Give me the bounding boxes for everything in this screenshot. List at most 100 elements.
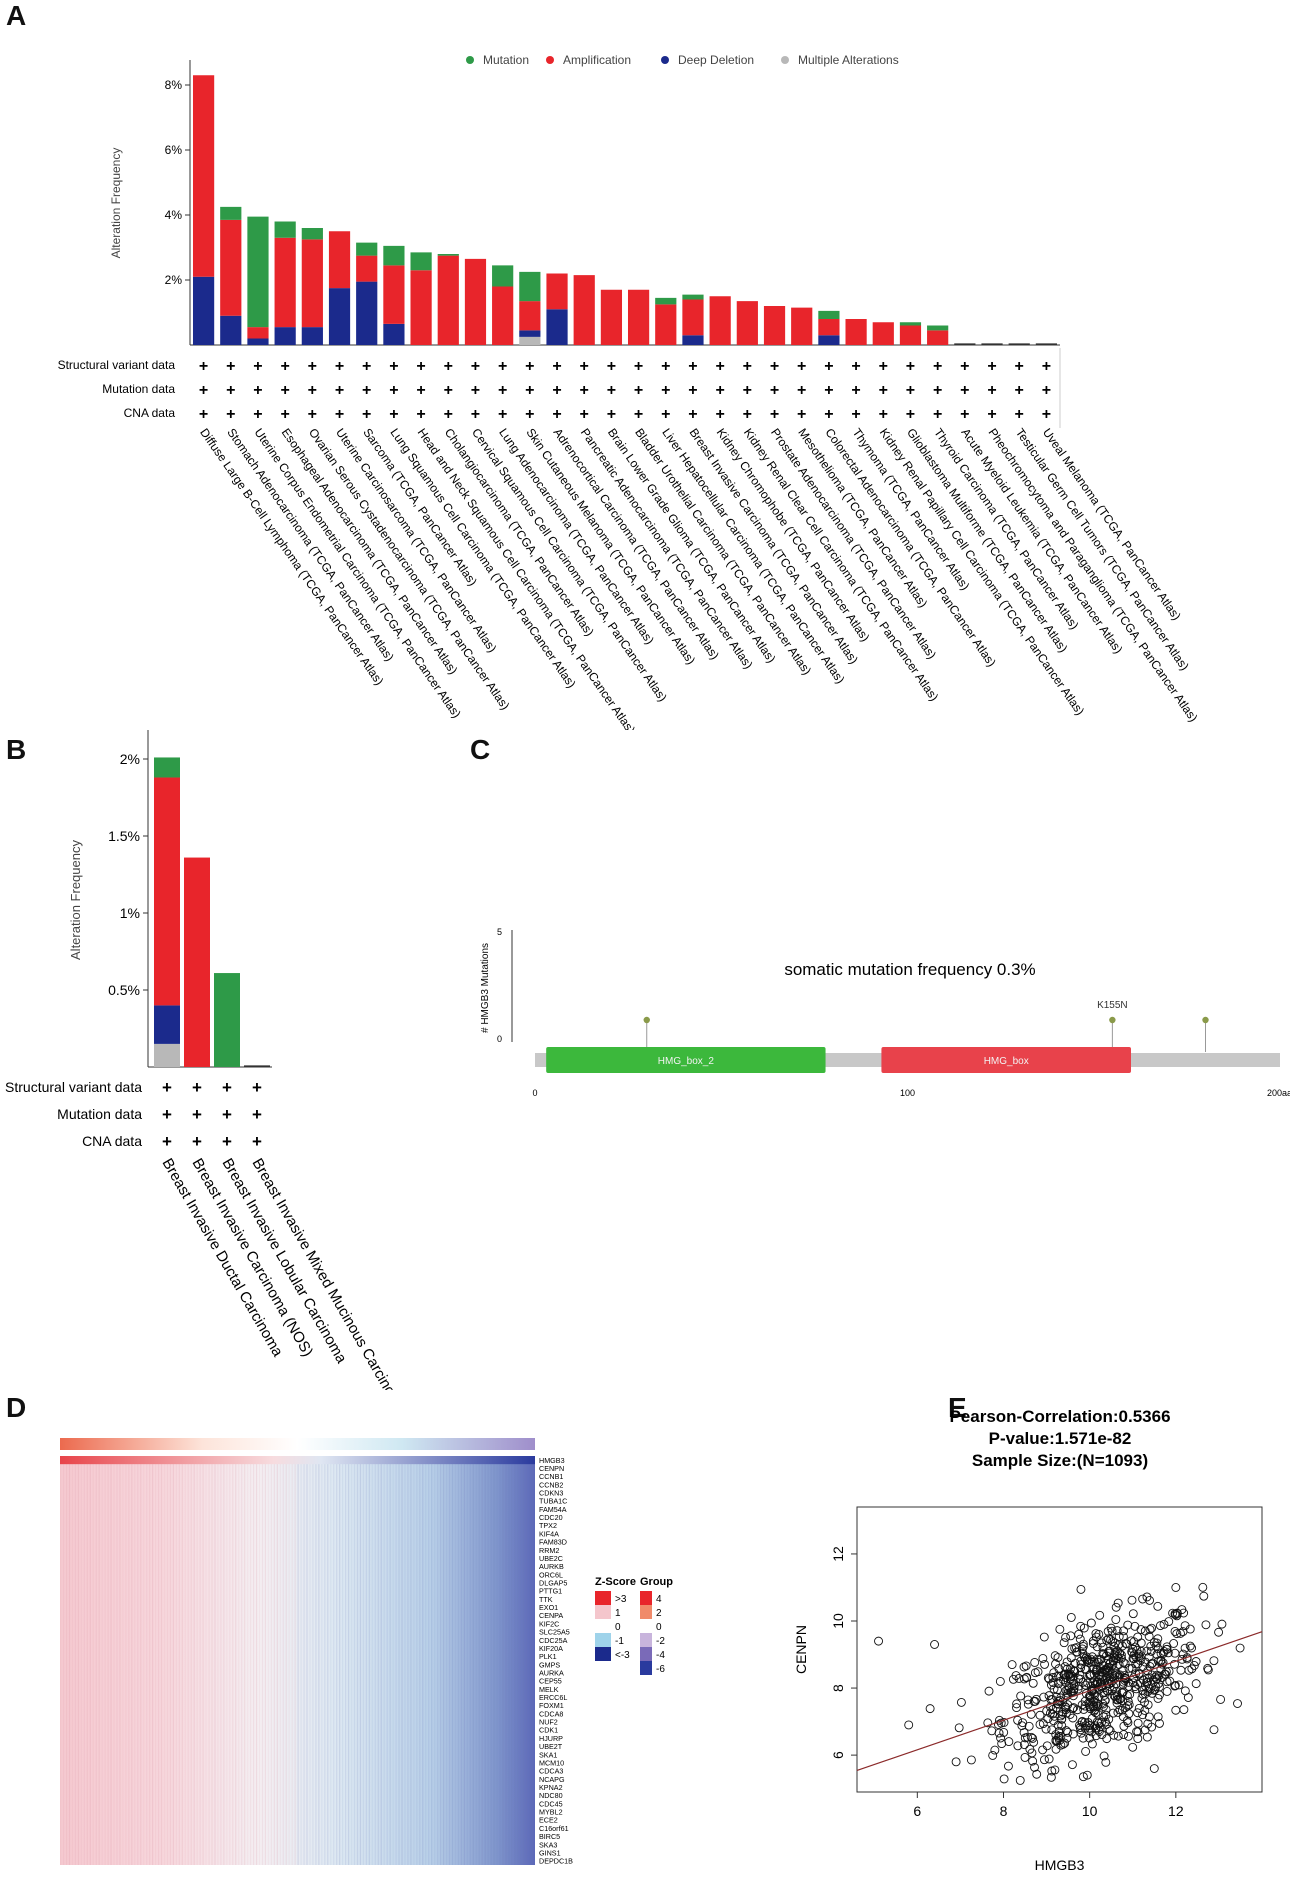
e-point — [1182, 1653, 1192, 1662]
e-point — [1209, 1725, 1219, 1735]
d-heatmap-stripe — [208, 1456, 210, 1865]
c-title: somatic mutation frequency 0.3% — [784, 960, 1035, 979]
e-point — [1064, 1683, 1074, 1693]
e-point — [1171, 1583, 1181, 1592]
e-point — [999, 1774, 1009, 1784]
e-point — [1235, 1643, 1245, 1653]
d-heatmap-stripe — [149, 1456, 151, 1865]
e-point — [1177, 1605, 1187, 1615]
d-group-annotation-bar — [60, 1438, 535, 1450]
d-heatmap-stripe — [291, 1456, 293, 1865]
e-point — [1099, 1649, 1109, 1659]
d-heatmap-stripe — [199, 1456, 201, 1865]
e-point — [1107, 1626, 1117, 1636]
c-lollipop-head — [1202, 1016, 1209, 1024]
a-track-plus: + — [797, 358, 806, 375]
d-heatmap-stripe — [152, 1456, 154, 1865]
e-point — [987, 1726, 997, 1736]
e-point — [1082, 1770, 1092, 1780]
d-heatmap-stripe — [258, 1456, 261, 1865]
b-track-plus: + — [222, 1105, 232, 1124]
d-gene-label: SKA1 — [539, 1750, 557, 1759]
e-point — [1085, 1693, 1095, 1703]
d-heatmap-stripe — [146, 1456, 148, 1865]
e-point — [1026, 1732, 1036, 1742]
e-point — [1015, 1775, 1025, 1785]
a-track-plus: + — [661, 406, 670, 423]
a-track-plus: + — [770, 382, 779, 399]
e-point — [1090, 1676, 1099, 1686]
b-category-label: Breast Invasive Carcinoma (NOS) — [189, 1156, 317, 1360]
a-bar-amplification — [220, 219, 242, 316]
a-bar-deep_deletion — [301, 327, 323, 345]
e-point — [1187, 1643, 1197, 1653]
d-heatmap-stripe — [318, 1456, 320, 1865]
e-point — [1061, 1669, 1071, 1679]
a-track-plus: + — [607, 382, 616, 399]
d-heatmap-stripe — [463, 1456, 465, 1865]
a-track-plus: + — [280, 358, 289, 375]
d-heatmap-stripe — [77, 1456, 80, 1865]
d-heatmap-stripe — [345, 1456, 347, 1865]
d-heatmap-stripe — [392, 1456, 394, 1865]
a-bar-deep_deletion — [247, 338, 269, 345]
d-heatmap-stripe — [250, 1456, 252, 1865]
e-point — [956, 1697, 966, 1707]
e-point — [1169, 1639, 1179, 1648]
d-gene-label: CDC45 — [539, 1799, 563, 1808]
e-point — [1063, 1727, 1073, 1737]
e-point — [1073, 1705, 1082, 1715]
e-point — [1233, 1699, 1242, 1708]
a-track-plus: + — [471, 358, 480, 375]
d-heatmap-stripe — [336, 1456, 338, 1865]
e-point — [1138, 1594, 1148, 1604]
d-heatmap-stripe — [143, 1456, 145, 1865]
d-heatmap-stripe — [454, 1456, 457, 1865]
e-point — [1209, 1656, 1219, 1666]
e-point — [1180, 1643, 1190, 1653]
a-legend-swatch-amplification — [546, 56, 554, 64]
e-point — [1091, 1723, 1101, 1733]
e-ytick-label: 12 — [830, 1546, 846, 1562]
d-heatmap-stripe — [466, 1456, 468, 1865]
a-bar-amplification — [845, 319, 867, 345]
d-legend-group-swatch — [640, 1647, 652, 1661]
d-gene-label: PLK1 — [539, 1652, 557, 1661]
d-gene-label: ORC6L — [539, 1570, 563, 1579]
a-track-plus: + — [580, 358, 589, 375]
a-track-plus: + — [416, 358, 425, 375]
e-point — [1097, 1638, 1106, 1648]
d-heatmap-stripe — [160, 1456, 163, 1865]
d-heatmap-stripe — [422, 1456, 424, 1865]
a-bar-deep_deletion — [682, 335, 704, 345]
e-point — [1076, 1621, 1086, 1631]
e-point — [1203, 1665, 1213, 1675]
d-gene-label: MELK — [539, 1685, 559, 1694]
a-track-plus: + — [280, 406, 289, 423]
a-track-plus: + — [851, 406, 860, 423]
e-point — [1172, 1611, 1182, 1621]
e-point — [1124, 1663, 1134, 1673]
b-ytick-label: 2% — [120, 751, 140, 767]
e-point — [1131, 1684, 1141, 1694]
d-heatmap-stripe — [425, 1456, 427, 1865]
a-track-plus: + — [389, 406, 398, 423]
d-legend-group-swatch — [640, 1591, 652, 1605]
e-point — [1112, 1686, 1121, 1696]
a-track-plus: + — [634, 406, 643, 423]
d-legend-zscore-label: 0 — [615, 1622, 621, 1633]
e-point — [1143, 1700, 1153, 1710]
b-track-plus: + — [222, 1132, 232, 1151]
a-track-plus: + — [661, 382, 670, 399]
e-point — [1143, 1666, 1153, 1676]
e-point — [1019, 1674, 1029, 1684]
d-heatmap-stripe — [362, 1456, 365, 1865]
e-point — [1018, 1718, 1028, 1728]
a-bar-mutation — [682, 294, 704, 300]
d-heatmap-stripe — [309, 1456, 311, 1865]
e-point — [1128, 1678, 1138, 1688]
d-heatmap-stripe — [383, 1456, 385, 1865]
d-heatmap-stripe — [190, 1456, 192, 1865]
d-heatmap-stripe — [235, 1456, 237, 1865]
e-point — [1189, 1661, 1199, 1670]
